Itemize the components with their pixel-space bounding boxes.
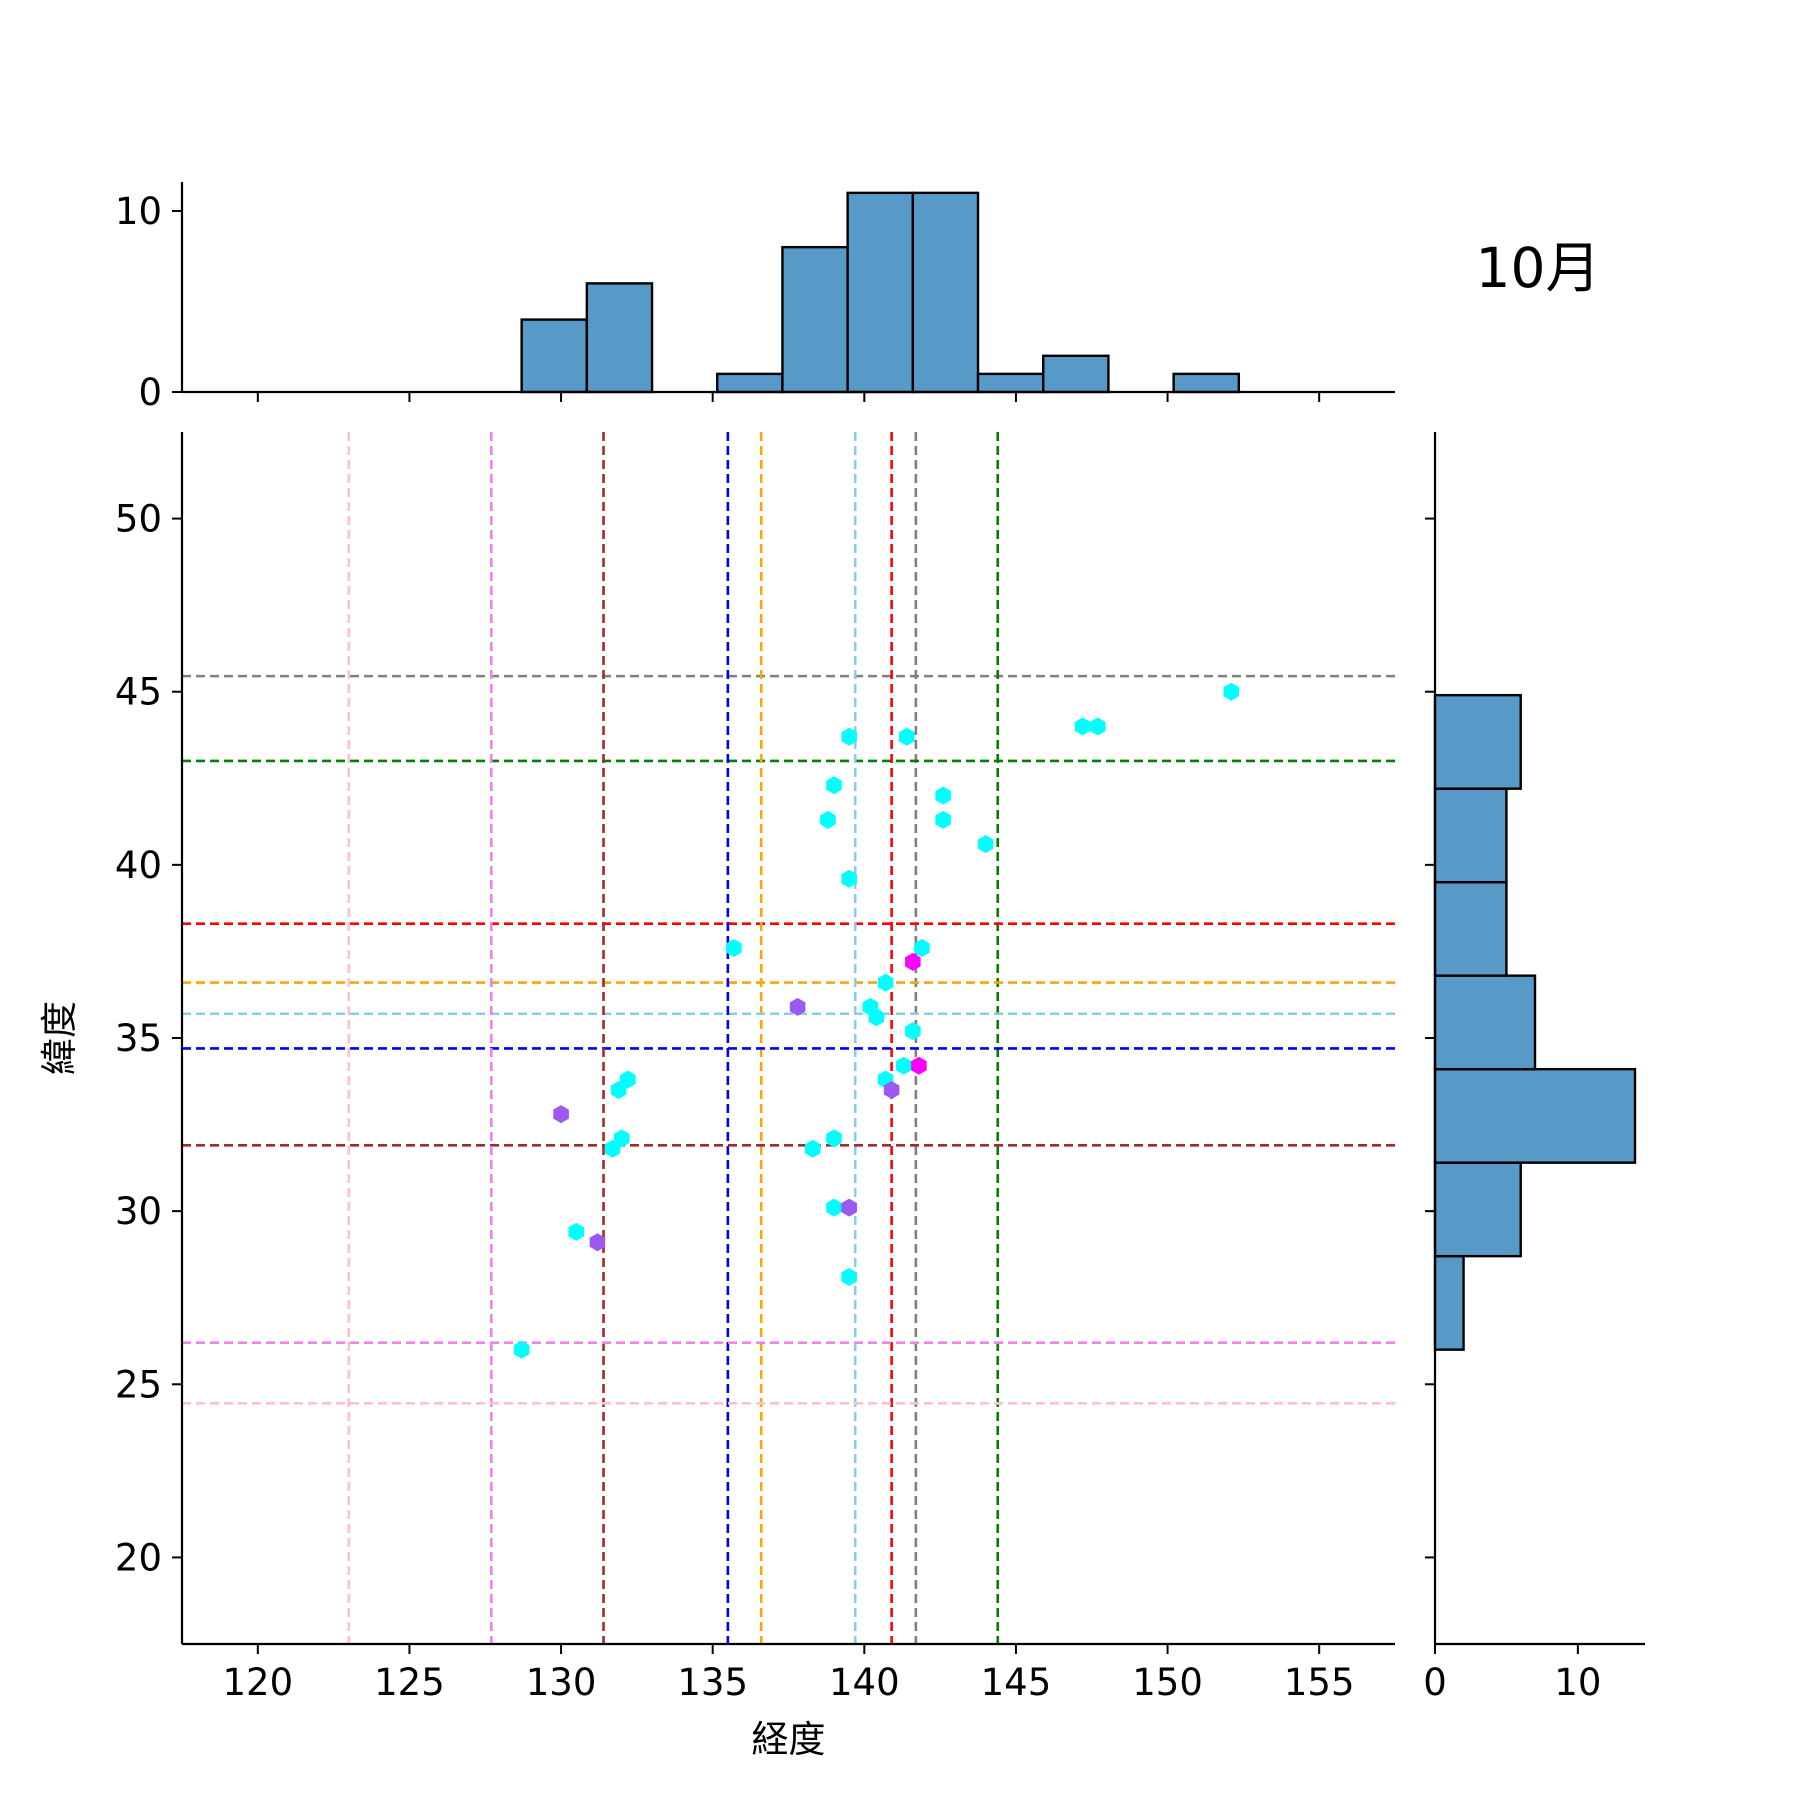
y-tick-label: 20 xyxy=(115,1536,162,1579)
scatter-point xyxy=(568,1222,585,1241)
histogram-bar xyxy=(1433,974,1537,1071)
histogram-bar xyxy=(1433,1161,1522,1258)
y-axis-label: 緯度 xyxy=(38,1001,81,1075)
right-hist-x-tick-label: 0 xyxy=(1423,1661,1447,1704)
scatter-point xyxy=(513,1340,530,1359)
x-tick-label: 125 xyxy=(374,1661,445,1704)
scatter-point xyxy=(553,1105,569,1124)
histogram-bar xyxy=(585,282,654,394)
scatter-point xyxy=(935,786,951,805)
histogram-bar xyxy=(1042,354,1110,394)
scatter-point xyxy=(841,1198,857,1217)
scatter-point xyxy=(914,938,930,957)
right-hist-x-tick-label: 10 xyxy=(1554,1661,1601,1704)
scatter-point xyxy=(898,727,915,746)
x-tick-label: 145 xyxy=(981,1661,1052,1704)
y-tick-label: 35 xyxy=(115,1017,162,1060)
scatter-point xyxy=(841,727,857,746)
x-tick-label: 120 xyxy=(223,1661,294,1704)
right-histogram: 0 10 xyxy=(1423,432,1645,1704)
histogram-bar xyxy=(1433,1067,1637,1164)
histogram-bar xyxy=(976,372,1045,394)
scatter-point xyxy=(877,973,894,992)
top-hist-y-tick-label: 10 xyxy=(115,190,162,233)
histogram-bar xyxy=(1433,1254,1465,1351)
scatter-point xyxy=(883,1080,900,1099)
scatter-point xyxy=(826,1198,842,1217)
scatter-point xyxy=(604,1139,621,1158)
histogram-bar xyxy=(520,318,589,394)
scatter-point xyxy=(841,869,857,888)
scatter-point xyxy=(589,1233,606,1252)
histogram-bar xyxy=(1433,787,1508,884)
histogram-bar xyxy=(1433,693,1522,790)
histogram-bar xyxy=(846,191,915,394)
x-tick-label: 140 xyxy=(829,1661,900,1704)
y-tick-label: 25 xyxy=(115,1363,162,1406)
y-tick-label: 40 xyxy=(115,844,162,887)
scatter-point xyxy=(1223,682,1240,701)
scatter-panel: 120 125 130 135 140 145 150 155 20 25 30 35 40 45 50 経度… xyxy=(38,432,1395,1761)
scatter-point xyxy=(610,1080,627,1099)
scatter-point xyxy=(1090,717,1106,736)
y-tick-label: 45 xyxy=(115,671,162,714)
x-tick-label: 155 xyxy=(1284,1661,1355,1704)
histogram-bar xyxy=(1172,372,1241,394)
scatter-point xyxy=(905,952,921,971)
scatter-point xyxy=(820,810,836,829)
scatter-point xyxy=(826,776,842,795)
scatter-point xyxy=(868,1008,885,1027)
x-tick-label: 150 xyxy=(1132,1661,1203,1704)
scatter-point xyxy=(841,1267,857,1286)
x-tick-label: 135 xyxy=(677,1661,748,1704)
histogram-bar xyxy=(1433,880,1508,977)
scatter-point xyxy=(905,1022,921,1041)
scatter-point xyxy=(911,1056,927,1075)
y-tick-label: 50 xyxy=(115,498,162,541)
top-hist-y-tick-label: 0 xyxy=(138,371,162,414)
scatter-point xyxy=(1074,717,1091,736)
y-tick-label: 30 xyxy=(115,1190,162,1233)
top-histogram: 0 10 xyxy=(115,182,1395,414)
scatter-point xyxy=(804,1139,821,1158)
histogram-bar xyxy=(911,191,980,394)
scatter-point xyxy=(726,938,742,957)
x-tick-label: 130 xyxy=(526,1661,597,1704)
scatter-point xyxy=(935,810,951,829)
histogram-bar xyxy=(781,245,849,394)
x-axis-label: 経度 xyxy=(752,1718,826,1761)
scatter-point xyxy=(977,835,994,854)
scatter-point xyxy=(826,1129,842,1148)
histogram-bar xyxy=(716,372,784,394)
scatter-point xyxy=(789,997,806,1016)
month-annotation: 10月 xyxy=(1476,236,1601,300)
scatter-point xyxy=(895,1056,912,1075)
